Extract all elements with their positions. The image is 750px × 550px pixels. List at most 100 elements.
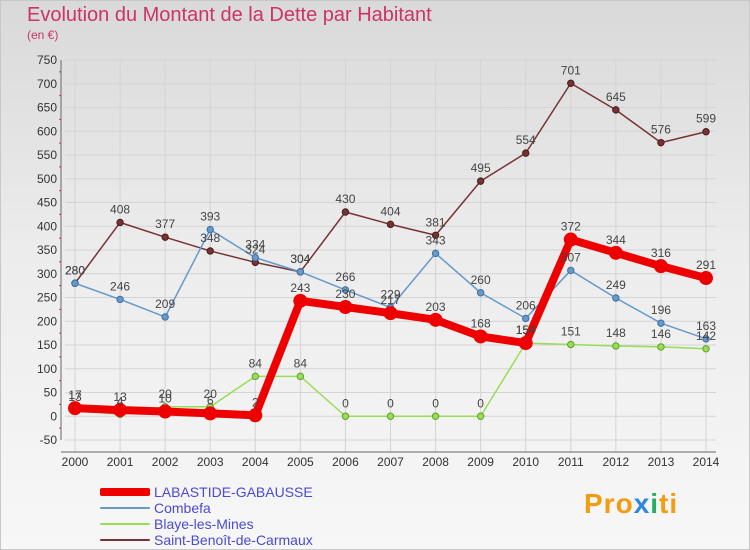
data-label: 404 <box>380 204 400 218</box>
data-label: 495 <box>471 161 491 175</box>
x-tick-label: 2000 <box>62 455 89 469</box>
x-tick-label: 2007 <box>377 455 404 469</box>
data-label: 344 <box>606 233 626 247</box>
data-label: 196 <box>651 303 671 317</box>
y-tick-label: 400 <box>37 219 57 233</box>
data-point-saint-benoit-de-carmaux <box>431 231 440 239</box>
x-tick-label: 2003 <box>197 455 224 469</box>
data-label: 0 <box>432 396 439 410</box>
data-label: 243 <box>290 281 310 295</box>
y-tick-label: 250 <box>37 291 57 305</box>
data-label: 0 <box>477 396 484 410</box>
data-label: 304 <box>290 252 310 266</box>
data-point-saint-benoit-de-carmaux <box>657 138 665 147</box>
data-point-combefa <box>161 313 169 321</box>
data-point-labastide-gabausse <box>563 232 578 247</box>
data-point-labastide-gabausse <box>293 293 308 308</box>
x-tick-label: 2002 <box>152 455 179 469</box>
x-tick-label: 2012 <box>603 455 630 469</box>
y-tick-label: -50 <box>40 433 58 447</box>
data-label: 17 <box>68 388 82 402</box>
legend-swatch <box>100 523 150 525</box>
y-tick-label: 500 <box>37 172 57 186</box>
data-point-saint-benoit-de-carmaux <box>206 247 214 255</box>
data-label: 430 <box>335 192 355 206</box>
x-tick-label: 2011 <box>558 455 584 469</box>
data-point-blaye-les-mines <box>567 340 575 349</box>
data-point-labastide-gabausse <box>113 403 128 418</box>
data-label: 13 <box>68 390 82 404</box>
data-point-combefa <box>341 286 350 294</box>
y-tick-label: 200 <box>37 314 57 328</box>
y-tick-label: 450 <box>37 196 57 210</box>
data-label: 203 <box>426 300 446 314</box>
data-point-labastide-gabausse <box>383 306 398 321</box>
data-point-combefa <box>702 335 710 343</box>
data-point-saint-benoit-de-carmaux <box>522 149 530 157</box>
data-point-blaye-les-mines <box>702 345 710 353</box>
data-point-combefa <box>612 294 620 302</box>
data-point-saint-benoit-de-carmaux <box>612 106 620 114</box>
y-tick-label: 550 <box>37 148 57 162</box>
data-label: 645 <box>606 90 626 104</box>
data-point-saint-benoit-de-carmaux <box>161 233 169 241</box>
data-label: 0 <box>342 396 349 410</box>
data-point-labastide-gabausse <box>68 401 82 416</box>
data-point-blaye-les-mines <box>296 372 305 381</box>
y-tick-label: 350 <box>37 243 57 257</box>
data-label: 2 <box>252 395 259 409</box>
data-label: 280 <box>65 263 85 277</box>
data-label: 151 <box>561 325 581 339</box>
brand-logo: Proxiti <box>584 488 679 519</box>
x-tick-label: 2009 <box>467 455 494 469</box>
data-label: 291 <box>696 258 716 272</box>
data-point-combefa <box>296 268 305 276</box>
data-point-combefa <box>522 314 530 323</box>
legend-swatch <box>100 539 150 541</box>
data-label: 408 <box>110 202 130 216</box>
y-tick-label: 100 <box>37 362 57 376</box>
data-label: 246 <box>110 279 130 293</box>
data-label: 372 <box>561 220 581 234</box>
y-tick-label: 0 <box>50 409 57 423</box>
legend-swatch <box>100 488 150 496</box>
data-point-combefa <box>251 253 259 262</box>
data-label: 20 <box>158 387 172 401</box>
data-label: 266 <box>335 270 355 284</box>
data-label: 348 <box>200 231 220 245</box>
data-label: 343 <box>426 233 446 247</box>
data-point-combefa <box>567 266 575 275</box>
data-label: 154 <box>516 323 536 337</box>
chart-title: Evolution du Montant de la Dette par Hab… <box>27 4 432 26</box>
data-label: 163 <box>696 319 716 333</box>
chart-subtitle: (en €) <box>27 28 59 42</box>
data-point-saint-benoit-de-carmaux <box>567 79 575 87</box>
data-point-combefa <box>206 225 214 234</box>
legend-label: Blaye-les-Mines <box>154 516 254 532</box>
data-label: 146 <box>651 327 671 341</box>
data-label: 599 <box>696 112 716 126</box>
data-point-combefa <box>657 319 665 327</box>
data-label: 0 <box>387 396 394 410</box>
x-tick-label: 2010 <box>512 455 539 469</box>
data-point-labastide-gabausse <box>428 312 443 327</box>
x-tick-label: 2014 <box>693 455 720 469</box>
legend-label: LABASTIDE-GABAUSSE <box>154 484 313 500</box>
data-point-labastide-gabausse <box>653 259 668 274</box>
data-point-saint-benoit-de-carmaux <box>116 218 124 227</box>
data-label: 168 <box>471 316 491 330</box>
series-layer <box>68 79 713 423</box>
data-label: 307 <box>561 250 581 264</box>
data-label: 20 <box>204 387 218 401</box>
data-label: 334 <box>245 238 265 252</box>
x-tick-label: 2013 <box>648 455 675 469</box>
data-label: 381 <box>426 215 446 229</box>
data-label: 304 <box>290 252 310 266</box>
legend-label: Combefa <box>154 500 211 516</box>
data-label: 229 <box>380 287 400 301</box>
data-label: 206 <box>516 298 536 312</box>
data-point-blaye-les-mines <box>431 412 440 420</box>
data-point-labastide-gabausse <box>158 404 173 419</box>
